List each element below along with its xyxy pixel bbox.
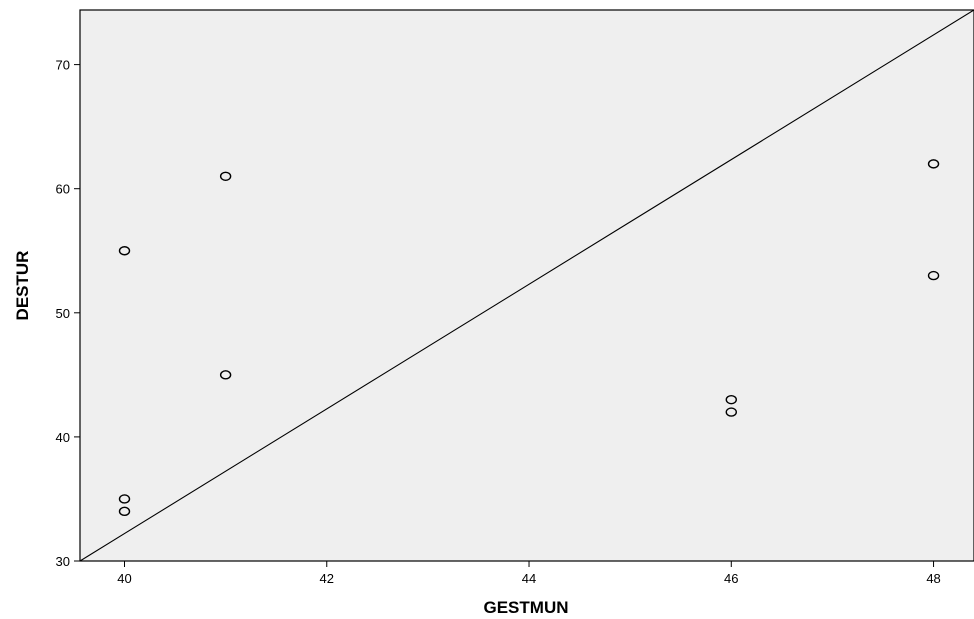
data-point [118, 246, 131, 256]
y-tick-label: 50 [56, 306, 70, 321]
x-axis-title: GESTMUN [484, 598, 569, 617]
reference-line [79, 9, 974, 562]
x-tick-label: 48 [926, 571, 940, 586]
data-point [219, 171, 232, 181]
x-tick-label: 46 [724, 571, 738, 586]
data-point [219, 370, 232, 380]
data-point [927, 270, 940, 281]
data-point [725, 394, 737, 405]
y-axis-title: DESTUR [13, 251, 32, 321]
y-axis: 30 40 50 60 70 [56, 58, 80, 569]
x-tick-label: 42 [320, 571, 334, 586]
data-point [725, 407, 737, 417]
data-point [118, 506, 131, 517]
data-points [118, 159, 940, 517]
y-tick-label: 70 [56, 58, 70, 73]
y-tick-label: 30 [56, 554, 70, 569]
x-tick-label: 40 [117, 571, 131, 586]
data-point [927, 159, 940, 169]
data-point [118, 494, 131, 504]
y-tick-label: 60 [56, 182, 70, 197]
reference-line-layer [79, 9, 974, 562]
y-tick-label: 40 [56, 430, 70, 445]
x-axis: 40 42 44 46 48 [117, 561, 941, 586]
x-tick-label: 44 [522, 571, 536, 586]
